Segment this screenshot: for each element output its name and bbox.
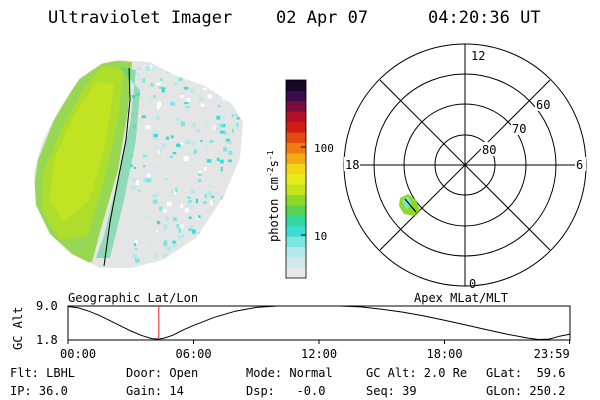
x-tick-label: 00:00 bbox=[60, 347, 96, 361]
apex-panel-label: Apex MLat/MLT bbox=[414, 291, 508, 305]
altitude-axis-title: GC Alt bbox=[11, 307, 25, 350]
colorbar-segment bbox=[286, 142, 306, 154]
colorbar-segment bbox=[286, 184, 306, 196]
colorbar-segment bbox=[286, 236, 306, 248]
colorbar-segment bbox=[286, 111, 306, 123]
colorbar-tick-label-100: 100 bbox=[314, 142, 334, 155]
geographic-image bbox=[34, 60, 243, 268]
colorbar-frame bbox=[285, 79, 307, 279]
colorbar-segment bbox=[286, 163, 306, 175]
lat-label-70: 70 bbox=[512, 122, 526, 136]
colorbar-segment bbox=[286, 225, 306, 237]
polar-axis-diag2 bbox=[379, 79, 551, 251]
x-tick-label: 12:00 bbox=[301, 347, 337, 361]
door-info: Door: Open bbox=[126, 366, 199, 380]
x-tick-label: 06:00 bbox=[176, 347, 212, 361]
colorbar-label: photon cm-2s-1 bbox=[266, 150, 281, 242]
y-tick-label: 1.8 bbox=[36, 333, 58, 347]
time-label: 04:20:36 UT bbox=[428, 8, 541, 28]
colorbar-segment bbox=[286, 205, 306, 216]
colorbar-segment bbox=[286, 215, 306, 227]
colorbar-segment bbox=[286, 121, 306, 133]
colorbar-segment bbox=[286, 173, 306, 185]
colorbar bbox=[286, 80, 306, 279]
colorbar-segment bbox=[286, 132, 306, 143]
polar-plot: 12 6 0 18 60 70 80 bbox=[343, 43, 587, 291]
gc-alt-info: GC Alt: 2.0 Re bbox=[366, 366, 468, 380]
glon-info: GLon: 250.2 bbox=[486, 384, 566, 398]
colorbar-segment bbox=[286, 267, 306, 279]
mlt-label-0: 0 bbox=[469, 277, 476, 291]
colorbar-segment bbox=[286, 80, 306, 91]
gain-info: Gain: 14 bbox=[126, 384, 184, 398]
dsp-info: Dsp: -0.0 bbox=[246, 384, 326, 398]
y-tick-label: 9.0 bbox=[36, 299, 58, 313]
filter-info: Flt: LBHL bbox=[10, 366, 76, 380]
mlt-label-6: 6 bbox=[576, 158, 583, 172]
geo-panel-label: Geographic Lat/Lon bbox=[68, 291, 198, 305]
lat-label-60: 60 bbox=[536, 98, 550, 112]
colorbar-segment bbox=[286, 257, 306, 268]
glat-info: GLat: 59.6 bbox=[486, 366, 566, 380]
colorbar-segment bbox=[286, 152, 306, 164]
x-tick-label: 18:00 bbox=[427, 347, 463, 361]
colorbar-tick-label-10: 10 bbox=[314, 230, 327, 243]
altitude-line bbox=[67, 305, 570, 341]
colorbar-segment bbox=[286, 246, 306, 258]
altitude-chart-frame bbox=[67, 305, 571, 341]
seq-info: Seq: 39 bbox=[366, 384, 417, 398]
colorbar-segment bbox=[286, 194, 306, 206]
colorbar-segment bbox=[286, 90, 306, 102]
colorbar-segment bbox=[286, 100, 306, 112]
terminator-line bbox=[103, 67, 131, 267]
mlt-label-18: 18 bbox=[345, 158, 359, 172]
altitude-chart: 00:00 06:00 12:00 18:00 23:59 9.0 1.8 bbox=[36, 299, 571, 361]
x-tick-label: 23:59 bbox=[534, 347, 570, 361]
date-label: 02 Apr 07 bbox=[276, 8, 369, 28]
mlt-label-12: 12 bbox=[471, 49, 485, 63]
mode-info: Mode: Normal bbox=[246, 366, 333, 380]
ip-info: IP: 36.0 bbox=[10, 384, 68, 398]
lat-label-80: 80 bbox=[482, 143, 496, 157]
polar-terminator bbox=[404, 198, 417, 213]
app-title: Ultraviolet Imager bbox=[48, 8, 233, 28]
